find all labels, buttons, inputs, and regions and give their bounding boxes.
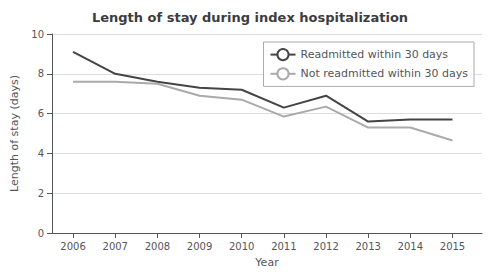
svg-text:2014: 2014	[398, 241, 423, 252]
svg-text:2: 2	[38, 188, 44, 199]
svg-text:Year: Year	[254, 256, 279, 269]
svg-text:2010: 2010	[229, 241, 254, 252]
svg-text:2006: 2006	[60, 241, 85, 252]
svg-text:8: 8	[38, 68, 44, 79]
svg-text:10: 10	[31, 29, 44, 40]
svg-text:4: 4	[38, 148, 44, 159]
svg-text:2011: 2011	[271, 241, 296, 252]
svg-text:Not readmitted within 30 days: Not readmitted within 30 days	[300, 67, 468, 80]
svg-text:2013: 2013	[355, 241, 380, 252]
svg-text:2009: 2009	[187, 241, 212, 252]
svg-text:Length of stay (days): Length of stay (days)	[8, 75, 21, 192]
svg-text:6: 6	[38, 108, 44, 119]
svg-text:2008: 2008	[145, 241, 170, 252]
svg-text:0: 0	[38, 228, 44, 239]
svg-text:2012: 2012	[313, 241, 338, 252]
svg-text:2015: 2015	[440, 241, 465, 252]
svg-text:Readmitted within 30 days: Readmitted within 30 days	[300, 48, 448, 61]
svg-text:Length of stay during index ho: Length of stay during index hospitalizat…	[92, 10, 408, 25]
svg-text:2007: 2007	[103, 241, 128, 252]
